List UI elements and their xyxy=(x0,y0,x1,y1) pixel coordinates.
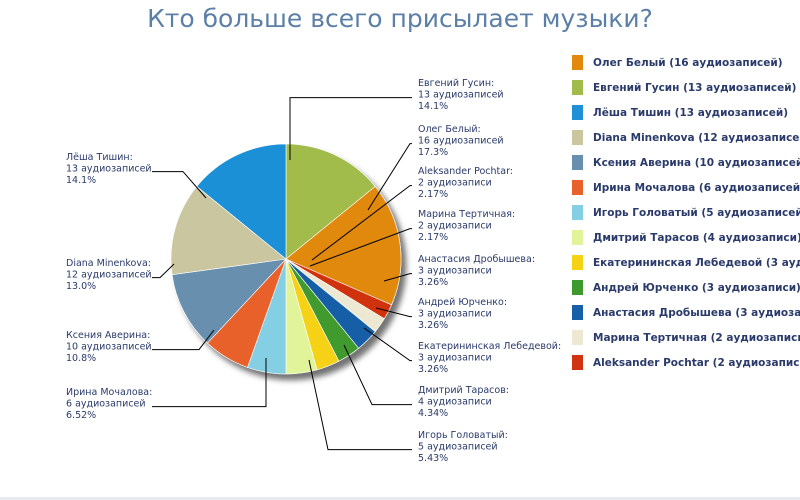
slice-label-count: 13 аудиозаписей xyxy=(418,90,504,101)
legend-swatch xyxy=(572,130,583,145)
legend-entry[interactable]: Евгений Гусин (13 аудиозаписей) xyxy=(593,82,796,94)
legend-swatch xyxy=(572,355,583,370)
legend-entry[interactable]: Анастасия Дробышева (3 аудиозаписи xyxy=(593,307,800,319)
slice-label-name: Андрей Юрченко: xyxy=(418,297,507,308)
slice-label-count: 13 аудиозаписей xyxy=(66,164,152,175)
slice-label-count: 2 аудиозаписи xyxy=(418,221,492,232)
bottom-divider xyxy=(0,497,800,500)
legend-entry[interactable]: Андрей Юрченко (3 аудиозаписи) xyxy=(593,282,800,294)
pie-slice xyxy=(285,143,376,260)
leader-line xyxy=(383,273,412,282)
slice-label-name: Игорь Головатый: xyxy=(418,430,508,441)
legend-swatch xyxy=(572,280,583,295)
slice-label-name: Марина Тертичная: xyxy=(418,209,515,220)
slice-label-percent: 13.0% xyxy=(66,281,96,292)
legend-entry[interactable]: Ирина Мочалова (6 аудиозаписей) xyxy=(593,182,800,194)
leader-line xyxy=(152,329,215,351)
slice-label-count: 3 аудиозаписи xyxy=(418,353,492,364)
leader-line xyxy=(375,307,412,318)
legend-entry[interactable]: Олег Белый (16 аудиозаписей) xyxy=(593,57,783,69)
slice-label-count: 10 аудиозаписей xyxy=(66,342,152,353)
leader-line xyxy=(152,358,267,408)
slice-label-percent: 2.17% xyxy=(418,232,448,243)
slice-label-percent: 3.26% xyxy=(418,277,448,288)
slice-label-name: Diana Minenkova: xyxy=(66,258,151,269)
slice-label-count: 3 аудиозаписи xyxy=(418,266,492,277)
leader-line xyxy=(367,143,412,211)
legend-entry[interactable]: Ксения Аверина (10 аудиозаписей) xyxy=(593,157,800,169)
legend-entry[interactable]: Екатерининская Лебедевой (3 аудиоз xyxy=(593,257,800,269)
slice-label-percent: 14.1% xyxy=(66,175,96,186)
slice-label-name: Олег Белый: xyxy=(418,124,481,135)
slice-label-count: 16 аудиозаписей xyxy=(418,136,504,147)
slice-label-count: 5 аудиозаписей xyxy=(418,442,498,453)
legend-swatch xyxy=(572,255,583,270)
slice-label-name: Екатерининская Лебедевой: xyxy=(418,341,561,352)
slice-label-name: Aleksander Pochtar: xyxy=(418,166,513,177)
slice-label-percent: 3.26% xyxy=(418,320,448,331)
pie-slice xyxy=(285,185,402,306)
slice-label-count: 2 аудиозаписи xyxy=(418,178,492,189)
slice-label-percent: 5.43% xyxy=(418,453,448,464)
pie-slices xyxy=(170,143,402,375)
slice-label-percent: 3.26% xyxy=(418,364,448,375)
slice-label-percent: 14.1% xyxy=(418,101,448,112)
legend-entry[interactable]: Марина Тертичная (2 аудиозаписи) xyxy=(593,332,800,344)
slice-label-name: Дмитрий Тарасов: xyxy=(418,385,509,396)
legend: Олег Белый (16 аудиозаписей) Евгений Гуси… xyxy=(572,55,800,370)
legend-swatch xyxy=(572,205,583,220)
legend-swatch xyxy=(572,305,583,320)
slice-label-percent: 10.8% xyxy=(66,353,96,364)
legend-entry[interactable]: Aleksander Pochtar (2 аудиозаписи) xyxy=(593,357,800,369)
slice-label-count: 6 аудиозаписей xyxy=(66,399,146,410)
slice-label-count: 12 аудиозаписей xyxy=(66,270,152,281)
leader-line xyxy=(289,97,412,160)
leader-line xyxy=(152,263,175,279)
legend-swatch xyxy=(572,330,583,345)
slice-label-name: Лёша Тишин: xyxy=(66,152,133,163)
pie-slice xyxy=(196,143,287,260)
leader-line xyxy=(308,359,412,451)
legend-entry[interactable]: Дмитрий Тарасов (4 аудиозаписи) xyxy=(593,232,800,244)
pie-slice xyxy=(170,185,287,275)
leader-line xyxy=(311,185,412,261)
slice-label-percent: 6.52% xyxy=(66,410,96,421)
slice-label-count: 4 аудиозаписи xyxy=(418,397,492,408)
leader-line xyxy=(343,344,412,406)
slice-label-name: Ксения Аверина: xyxy=(66,330,150,341)
slice-label-name: Ирина Мочалова: xyxy=(66,387,152,398)
legend-swatch xyxy=(572,180,583,195)
slice-label-percent: 4.34% xyxy=(418,408,448,419)
legend-entry[interactable]: Diana Minenkova (12 аудиозаписей) xyxy=(593,132,800,144)
leader-line xyxy=(309,228,412,267)
legend-swatch xyxy=(572,105,583,120)
slice-label-percent: 17.3% xyxy=(418,147,448,158)
slice-label-name: Евгений Гусин: xyxy=(418,78,494,89)
leader-lines xyxy=(152,97,412,451)
legend-swatch xyxy=(572,155,583,170)
legend-entry[interactable]: Лёша Тишин (13 аудиозаписей) xyxy=(593,107,788,119)
leader-line xyxy=(152,171,207,199)
leader-line xyxy=(363,327,412,362)
slice-label-count: 3 аудиозаписи xyxy=(418,309,492,320)
slice-label-percent: 2.17% xyxy=(418,189,448,200)
legend-swatch xyxy=(572,55,583,70)
chart-title: Кто больше всего присылает музыки? xyxy=(147,4,653,33)
pie-slice xyxy=(171,258,287,344)
legend-swatch xyxy=(572,80,583,95)
legend-swatch xyxy=(572,230,583,245)
slice-label-name: Анастасия Дробышева: xyxy=(418,254,535,265)
legend-entry[interactable]: Игорь Головатый (5 аудиозаписей) xyxy=(593,207,800,219)
